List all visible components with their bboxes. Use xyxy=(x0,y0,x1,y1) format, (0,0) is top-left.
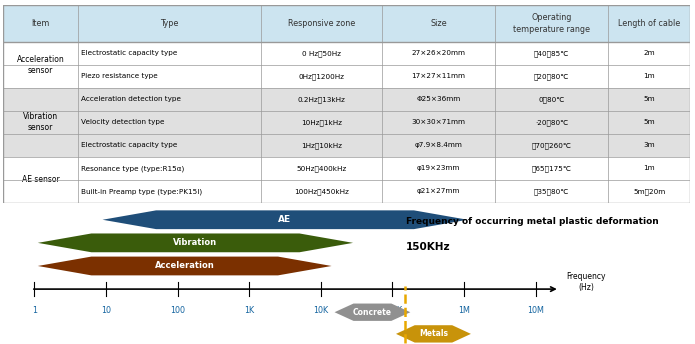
Text: φ21×27mm: φ21×27mm xyxy=(417,189,460,194)
Text: 0～80℃: 0～80℃ xyxy=(539,96,565,103)
Text: Built-in Preamp type (type:PK15I): Built-in Preamp type (type:PK15I) xyxy=(81,188,202,195)
Text: 100K: 100K xyxy=(382,307,402,315)
Bar xyxy=(3,65,690,88)
Polygon shape xyxy=(103,210,468,229)
Text: 0 Hz～50Hz: 0 Hz～50Hz xyxy=(302,50,341,56)
Bar xyxy=(3,111,690,134)
Text: 10M: 10M xyxy=(528,307,544,315)
Bar xyxy=(3,42,690,65)
Text: －35～80℃: －35～80℃ xyxy=(534,188,569,195)
Text: －40～85℃: －40～85℃ xyxy=(534,50,569,56)
Text: 17×27×11mm: 17×27×11mm xyxy=(411,73,466,79)
Text: 1m: 1m xyxy=(644,165,655,171)
Text: φ7.9×8.4mm: φ7.9×8.4mm xyxy=(414,142,462,148)
Text: Responsive zone: Responsive zone xyxy=(288,19,355,28)
Text: ·20～80℃: ·20～80℃ xyxy=(535,119,569,126)
Text: 1Hz～10kHz: 1Hz～10kHz xyxy=(301,142,342,149)
Text: Type: Type xyxy=(160,19,179,28)
Text: Velocity detection type: Velocity detection type xyxy=(81,119,165,125)
Text: 50Hz～400kHz: 50Hz～400kHz xyxy=(296,165,347,172)
Text: Size: Size xyxy=(430,19,447,28)
Text: 30×30×71mm: 30×30×71mm xyxy=(411,119,466,125)
Text: －20～80℃: －20～80℃ xyxy=(534,73,569,79)
Text: Operating
temperature range: Operating temperature range xyxy=(513,13,590,33)
Text: Concrete: Concrete xyxy=(353,308,392,317)
Bar xyxy=(3,134,690,157)
Text: －65～175℃: －65～175℃ xyxy=(532,165,571,172)
Text: φ19×23mm: φ19×23mm xyxy=(417,165,460,171)
Text: Acceleration: Acceleration xyxy=(155,261,215,270)
Text: 10: 10 xyxy=(101,307,111,315)
Text: Acceleration
sensor: Acceleration sensor xyxy=(17,55,65,75)
Text: Frequency
(Hz): Frequency (Hz) xyxy=(566,272,606,292)
Text: Piezo resistance type: Piezo resistance type xyxy=(81,73,158,79)
Text: Vibration: Vibration xyxy=(173,238,218,247)
Text: 150KHz: 150KHz xyxy=(406,241,451,251)
Text: 10Hz～1kHz: 10Hz～1kHz xyxy=(301,119,342,126)
Text: 1m: 1m xyxy=(644,73,655,79)
Text: AE: AE xyxy=(279,215,292,224)
Bar xyxy=(3,88,690,111)
Text: 0.2Hz～13kHz: 0.2Hz～13kHz xyxy=(297,96,345,103)
Text: Electrostatic capacity type: Electrostatic capacity type xyxy=(81,142,177,148)
Text: 1K: 1K xyxy=(244,307,254,315)
Text: －70～260℃: －70～260℃ xyxy=(532,142,571,149)
Text: 10K: 10K xyxy=(313,307,328,315)
Text: Electrostatic capacity type: Electrostatic capacity type xyxy=(81,50,177,56)
Text: 100: 100 xyxy=(170,307,185,315)
Polygon shape xyxy=(38,257,332,275)
Text: Item: Item xyxy=(31,19,50,28)
Text: 100Hz～450kHz: 100Hz～450kHz xyxy=(294,188,349,195)
Text: 5m～20m: 5m～20m xyxy=(633,188,665,195)
Text: AE sensor: AE sensor xyxy=(22,175,59,184)
Polygon shape xyxy=(38,234,353,252)
Text: 1: 1 xyxy=(32,307,37,315)
Bar xyxy=(3,180,690,203)
Text: 5m: 5m xyxy=(644,119,655,125)
Polygon shape xyxy=(396,325,471,343)
Bar xyxy=(3,157,690,180)
Text: Vibration
sensor: Vibration sensor xyxy=(23,112,58,132)
Text: 3m: 3m xyxy=(644,142,655,148)
Polygon shape xyxy=(334,303,410,321)
Text: Metals: Metals xyxy=(419,330,448,338)
Text: Length of cable: Length of cable xyxy=(618,19,680,28)
Text: 2m: 2m xyxy=(644,50,655,56)
Text: Resonance type (type:R15α): Resonance type (type:R15α) xyxy=(81,165,184,172)
Bar xyxy=(3,5,690,42)
Text: 1M: 1M xyxy=(458,307,470,315)
Text: 27×26×20mm: 27×26×20mm xyxy=(411,50,466,56)
Text: 5m: 5m xyxy=(644,96,655,102)
Text: Φ25×36mm: Φ25×36mm xyxy=(416,96,461,102)
Text: 0Hz～1200Hz: 0Hz～1200Hz xyxy=(298,73,345,79)
Text: Acceleration detection type: Acceleration detection type xyxy=(81,96,181,102)
Text: Frequency of occurring metal plastic deformation: Frequency of occurring metal plastic def… xyxy=(406,216,659,226)
